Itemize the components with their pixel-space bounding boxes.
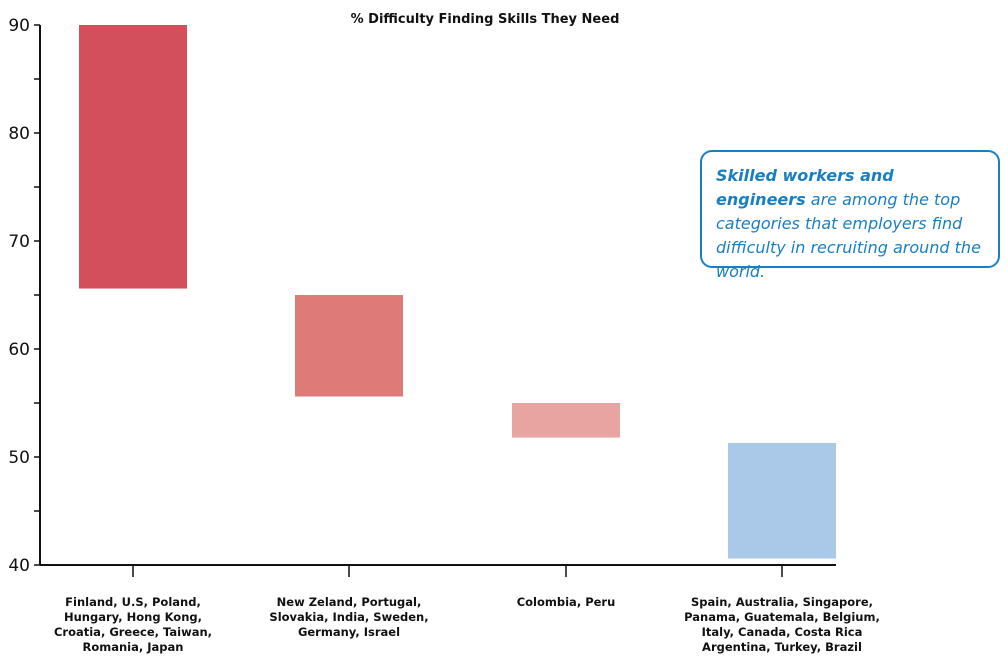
category-label-line: Germany, Israel <box>297 625 401 639</box>
bar-4 <box>728 442 836 559</box>
category-label-line: Argentina, Turkey, Brazil <box>702 640 862 654</box>
category-label-line: Croatia, Greece, Taiwan, <box>53 625 213 639</box>
callout-text: are among the top categories that employ… <box>716 190 981 281</box>
bars-group <box>79 25 836 559</box>
y-tick-label: 70 <box>8 232 30 252</box>
bar-3 <box>512 403 620 438</box>
y-tick-label: 80 <box>8 124 30 144</box>
category-label-line: Slovakia, India, Sweden, <box>269 610 429 624</box>
category-label-line: Panama, Guatemala, Belgium, <box>684 610 880 624</box>
category-label-line: Romania, Japan <box>82 640 184 654</box>
category-label-1: Finland, U.S, Poland, Hungary, Hong Kong,… <box>23 595 243 655</box>
category-label-line: Finland, U.S, Poland, <box>65 595 201 609</box>
category-label-3: Colombia, Peru <box>456 595 676 610</box>
category-label-line: New Zeland, Portugal, <box>276 595 422 609</box>
category-label-2: New Zeland, Portugal, Slovakia, India, Sw… <box>239 595 459 640</box>
chart-title: % Difficulty Finding Skills They Need <box>351 12 620 27</box>
bar-1 <box>79 25 187 289</box>
y-tick-label: 60 <box>8 340 30 360</box>
category-label-line: Hungary, Hong Kong, <box>64 610 202 624</box>
category-label-4: Spain, Australia, Singapore, Panama, Guat… <box>672 595 892 655</box>
y-tick-label: 40 <box>8 556 30 576</box>
y-tick-label: 90 <box>8 16 30 36</box>
y-tick-label: 50 <box>8 448 30 468</box>
x-ticks-group <box>132 565 783 577</box>
category-label-line: Italy, Canada, Costa Rica <box>701 625 863 639</box>
category-label-line: Colombia, Peru <box>516 595 616 609</box>
callout-box: Skilled workers and engineers are among … <box>700 150 1000 281</box>
category-label-line: Spain, Australia, Singapore, <box>690 595 874 609</box>
callout-highlight: Skilled workers and engineers <box>716 166 894 209</box>
y-ticks-group: 40 50 60 70 80 90 <box>8 16 40 576</box>
bar-2 <box>295 295 403 397</box>
